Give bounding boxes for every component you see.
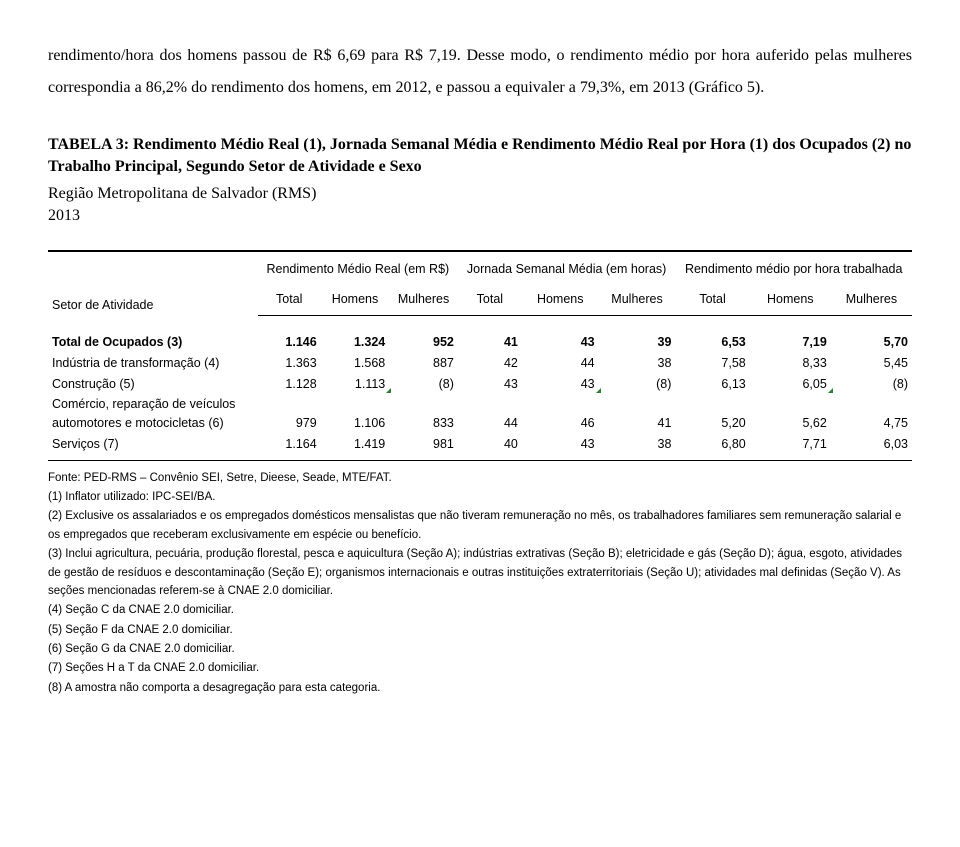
cell: (8): [831, 374, 912, 395]
cell: 1.568: [321, 353, 390, 374]
cell: 38: [599, 434, 676, 460]
table-row: Comércio, reparação de veículos automoto…: [48, 394, 912, 434]
note-line: (6) Seção G da CNAE 2.0 domiciliar.: [48, 640, 912, 658]
cell: 1.106: [321, 394, 390, 434]
cell: 981: [389, 434, 458, 460]
table-row: Indústria de transformação (4)1.3631.568…: [48, 353, 912, 374]
cell: 44: [458, 394, 522, 434]
note-line: (7) Seções H a T da CNAE 2.0 domiciliar.: [48, 659, 912, 677]
subtitle-year: 2013: [48, 207, 80, 224]
cell: 1.363: [258, 353, 321, 374]
cell: 41: [458, 332, 522, 353]
row-label: Construção (5): [48, 374, 258, 395]
header-sub-mulheres: Mulheres: [599, 284, 676, 315]
subtitle-region: Região Metropolitana de Salvador (RMS): [48, 185, 316, 202]
cell: 43: [522, 434, 599, 460]
table-row: Serviços (7)1.1641.4199814043386,807,716…: [48, 434, 912, 460]
cell: 6,03: [831, 434, 912, 460]
cell: 5,62: [750, 394, 831, 434]
header-row-label: Setor de Atividade: [48, 251, 258, 316]
header-sub-total: Total: [258, 284, 321, 315]
note-line: (2) Exclusive os assalariados e os empre…: [48, 507, 912, 544]
header-group-rend: Rendimento Médio Real (em R$): [258, 251, 458, 285]
table-body: Total de Ocupados (3)1.1461.324952414339…: [48, 316, 912, 461]
table-row: Total de Ocupados (3)1.1461.324952414339…: [48, 332, 912, 353]
note-line: (3) Inclui agricultura, pecuária, produç…: [48, 545, 912, 600]
cell: 5,70: [831, 332, 912, 353]
header-sub-homens: Homens: [321, 284, 390, 315]
cell: 1.128: [258, 374, 321, 395]
cell: 39: [599, 332, 676, 353]
cell: 8,33: [750, 353, 831, 374]
row-label: Total de Ocupados (3): [48, 332, 258, 353]
cell: 6,05: [750, 374, 831, 395]
cell: 41: [599, 394, 676, 434]
cell: 979: [258, 394, 321, 434]
header-group-jornada: Jornada Semanal Média (em horas): [458, 251, 676, 285]
cell: 38: [599, 353, 676, 374]
header-sub-total: Total: [675, 284, 749, 315]
note-line: (4) Seção C da CNAE 2.0 domiciliar.: [48, 601, 912, 619]
data-table: Setor de Atividade Rendimento Médio Real…: [48, 250, 912, 461]
note-line: (1) Inflator utilizado: IPC-SEI/BA.: [48, 488, 912, 506]
cell: 43: [522, 374, 599, 395]
cell: 44: [522, 353, 599, 374]
header-sub-total: Total: [458, 284, 522, 315]
note-line: (8) A amostra não comporta a desagregaçã…: [48, 679, 912, 697]
cell: 952: [389, 332, 458, 353]
cell: 1.146: [258, 332, 321, 353]
header-sub-homens: Homens: [522, 284, 599, 315]
intro-paragraph: rendimento/hora dos homens passou de R$ …: [48, 40, 912, 104]
cell: (8): [389, 374, 458, 395]
cell: 833: [389, 394, 458, 434]
row-label: Indústria de transformação (4): [48, 353, 258, 374]
cell: 40: [458, 434, 522, 460]
header-group-hora: Rendimento médio por hora trabalhada: [675, 251, 912, 285]
cell: 46: [522, 394, 599, 434]
row-label: Serviços (7): [48, 434, 258, 460]
table-title: TABELA 3: Rendimento Médio Real (1), Jor…: [48, 134, 912, 179]
cell: 887: [389, 353, 458, 374]
table-subtitle: Região Metropolitana de Salvador (RMS) 2…: [48, 183, 912, 228]
cell: 6,80: [675, 434, 749, 460]
cell: 43: [522, 332, 599, 353]
cell: 1.419: [321, 434, 390, 460]
table-row: Construção (5)1.1281.113(8)4343(8)6,136,…: [48, 374, 912, 395]
row-label: Comércio, reparação de veículos automoto…: [48, 394, 258, 434]
header-sub-mulheres: Mulheres: [831, 284, 912, 315]
cell: 1.324: [321, 332, 390, 353]
cell: (8): [599, 374, 676, 395]
note-line: Fonte: PED-RMS – Convênio SEI, Setre, Di…: [48, 469, 912, 487]
header-sub-mulheres: Mulheres: [389, 284, 458, 315]
cell: 43: [458, 374, 522, 395]
cell: 42: [458, 353, 522, 374]
cell: 7,19: [750, 332, 831, 353]
table-notes: Fonte: PED-RMS – Convênio SEI, Setre, Di…: [48, 469, 912, 698]
note-line: (5) Seção F da CNAE 2.0 domiciliar.: [48, 621, 912, 639]
cell: 4,75: [831, 394, 912, 434]
cell: 1.113: [321, 374, 390, 395]
cell: 6,53: [675, 332, 749, 353]
cell: 7,58: [675, 353, 749, 374]
cell: 1.164: [258, 434, 321, 460]
cell: 6,13: [675, 374, 749, 395]
header-sub-homens: Homens: [750, 284, 831, 315]
cell: 5,45: [831, 353, 912, 374]
cell: 7,71: [750, 434, 831, 460]
cell: 5,20: [675, 394, 749, 434]
